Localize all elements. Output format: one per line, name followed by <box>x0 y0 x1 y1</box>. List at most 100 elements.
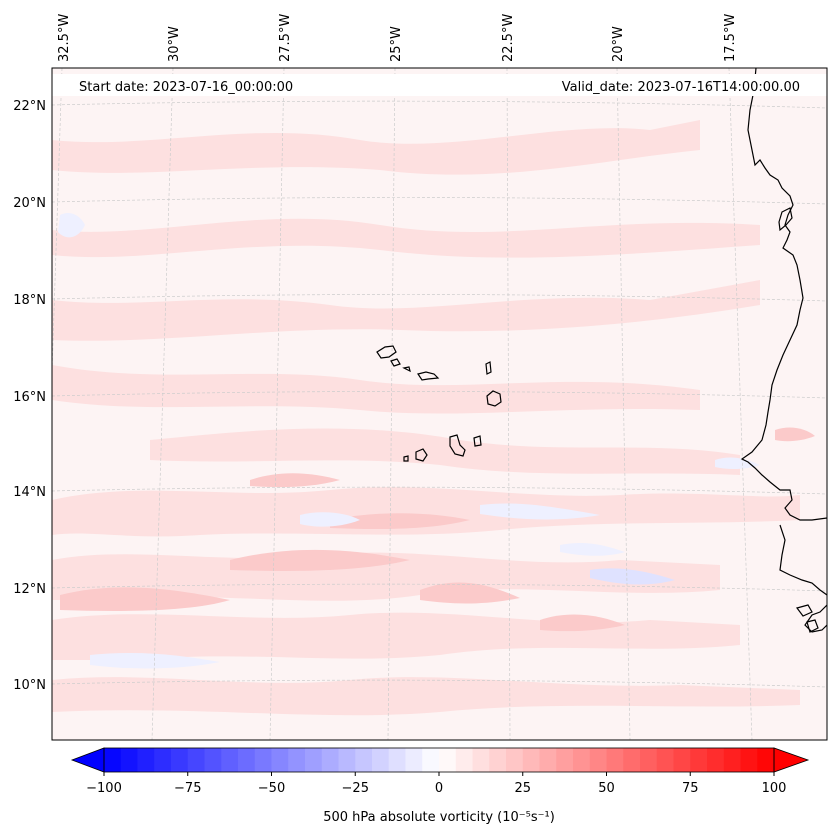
colorbar-step <box>640 748 658 772</box>
colorbar-step <box>740 748 758 772</box>
vorticity-band <box>150 428 740 475</box>
lat-label: 22°N <box>13 99 46 114</box>
colorbar-step <box>187 748 205 772</box>
lon-label: 30°W <box>167 26 182 62</box>
colorbar-step <box>388 748 406 772</box>
colorbar-tick-label: −75 <box>174 781 201 796</box>
vorticity-band <box>52 218 760 258</box>
meridian-line <box>728 68 753 740</box>
meridian-line <box>387 68 396 740</box>
colorbar-tick-label: 100 <box>762 781 787 796</box>
date-label-background <box>52 74 827 96</box>
colorbar-step <box>171 748 189 772</box>
colorbar-step <box>506 748 524 772</box>
island-fogo <box>415 448 428 462</box>
negative-vorticity-patch <box>715 457 760 470</box>
map-panel: Start date: 2023-07-16_00:00:00 Valid_da… <box>51 67 828 741</box>
parallel-line <box>52 197 827 205</box>
vorticity-band <box>52 365 700 414</box>
colorbar-step <box>137 748 155 772</box>
negative-vorticity-patch <box>90 652 220 669</box>
africa-coastline <box>740 68 827 521</box>
colorbar-step <box>254 748 272 772</box>
colorbar-step <box>623 748 641 772</box>
island-maio <box>473 435 482 447</box>
africa-coastline <box>804 604 827 633</box>
island <box>806 619 819 633</box>
island-sao-vicente <box>390 358 401 367</box>
colorbar-step <box>154 748 172 772</box>
vorticity-band <box>52 280 760 341</box>
lat-label: 12°N <box>13 582 46 597</box>
negative-vorticity-patch <box>590 568 675 585</box>
meridian-line <box>52 68 63 385</box>
lat-label: 10°N <box>13 678 46 693</box>
colorbar-step <box>573 748 591 772</box>
colorbar-steps <box>104 748 775 772</box>
colorbar-step <box>204 748 222 772</box>
colorbar-label: 500 hPa absolute vorticity (10⁻⁵s⁻¹) <box>323 810 555 825</box>
colorbar-tick-label: 25 <box>514 781 531 796</box>
negative-vorticity-patch <box>480 503 600 520</box>
colorbar-step <box>472 748 490 772</box>
colorbar-tick-label: −50 <box>258 781 285 796</box>
island-sal <box>485 361 492 375</box>
vorticity-streak <box>60 587 230 611</box>
vorticity-band <box>52 677 800 716</box>
colorbar-step <box>120 748 138 772</box>
vorticity-band <box>52 552 720 601</box>
island <box>795 604 813 617</box>
lat-label: 14°N <box>13 485 46 500</box>
lon-label: 27.5°W <box>278 14 293 62</box>
colorbar-step <box>539 748 557 772</box>
meridian-line <box>151 68 174 740</box>
africa-coastline <box>779 524 827 596</box>
island-santa-luzia <box>402 366 411 373</box>
negative-vorticity-patch <box>560 542 625 556</box>
colorbar-step <box>606 748 624 772</box>
parallel-line <box>52 391 827 399</box>
lon-label: 20°W <box>611 26 626 62</box>
vorticity-streak <box>230 549 410 571</box>
vorticity-field <box>52 120 815 716</box>
meridian-line <box>269 68 285 740</box>
colorbar-max-extend <box>773 747 810 773</box>
vorticity-streak <box>540 614 625 632</box>
parallel-line <box>52 294 827 302</box>
colorbar-step <box>422 748 440 772</box>
latitude-labels: 22°N 20°N 18°N 16°N 14°N 12°N 10°N <box>13 99 46 693</box>
vorticity-band <box>52 487 800 537</box>
parallel-line <box>52 679 827 688</box>
map-frame <box>51 67 828 741</box>
meridian-line <box>616 68 631 740</box>
island-santo-antao <box>376 345 397 359</box>
lat-label: 16°N <box>13 390 46 405</box>
colorbar-step <box>372 748 390 772</box>
colorbar-step <box>656 748 674 772</box>
parallel-line <box>52 486 827 495</box>
colorbar-step <box>305 748 323 772</box>
lon-label: 17.5°W <box>723 14 738 62</box>
island-boa-vista <box>486 390 502 407</box>
vorticity-streak <box>775 427 815 442</box>
colorbar-step <box>489 748 507 772</box>
parallel-line <box>52 583 827 592</box>
colorbar-step <box>439 748 457 772</box>
colorbar: −100 −75 −50 −25 0 25 50 75 100 500 hPa absolute… <box>70 747 810 825</box>
colorbar-tick-label: 75 <box>682 781 699 796</box>
colorbar-ticks: −100 −75 −50 −25 0 25 50 75 100 <box>86 772 786 796</box>
colorbar-step <box>104 748 122 772</box>
vorticity-band <box>52 120 700 175</box>
colorbar-tick-label: 50 <box>598 781 615 796</box>
colorbar-step <box>221 748 239 772</box>
coastlines <box>376 68 827 633</box>
vorticity-streak <box>250 473 340 488</box>
colorbar-step <box>556 748 574 772</box>
negative-vorticity-patch <box>300 512 360 527</box>
island-brava <box>403 455 409 462</box>
lon-label: 32.5°W <box>57 14 72 62</box>
vorticity-streak <box>330 513 470 530</box>
colorbar-step <box>238 748 256 772</box>
colorbar-step <box>288 748 306 772</box>
